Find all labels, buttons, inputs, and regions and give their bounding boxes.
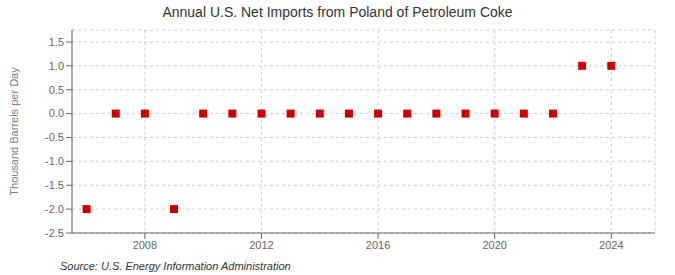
html-text:Annual U.S. Net Imports from P: Annual U.S. Net Imports from Poland of P…	[162, 4, 513, 20]
svg-text:-1.5: -1.5	[45, 179, 64, 191]
svg-text:-0.5: -0.5	[45, 131, 64, 143]
svg-text:Thousand Barrels per Day: Thousand Barrels per Day	[8, 67, 20, 196]
svg-text:2020: 2020	[482, 239, 506, 251]
svg-text:1.0: 1.0	[49, 60, 64, 72]
svg-text:-2.0: -2.0	[45, 203, 64, 215]
svg-text:-2.5: -2.5	[45, 227, 64, 239]
svg-text:2024: 2024	[599, 239, 623, 251]
svg-text:0.0: 0.0	[49, 107, 64, 119]
svg-text:0.5: 0.5	[49, 84, 64, 96]
svg-text:2008: 2008	[133, 239, 157, 251]
svg-text:2016: 2016	[366, 239, 390, 251]
svg-text:1.5: 1.5	[49, 36, 64, 48]
html-text:Source: U.S. Energy Informatio: Source: U.S. Energy Information Administ…	[60, 260, 291, 272]
svg-text:2012: 2012	[249, 239, 273, 251]
svg-text:-1.0: -1.0	[45, 155, 64, 167]
